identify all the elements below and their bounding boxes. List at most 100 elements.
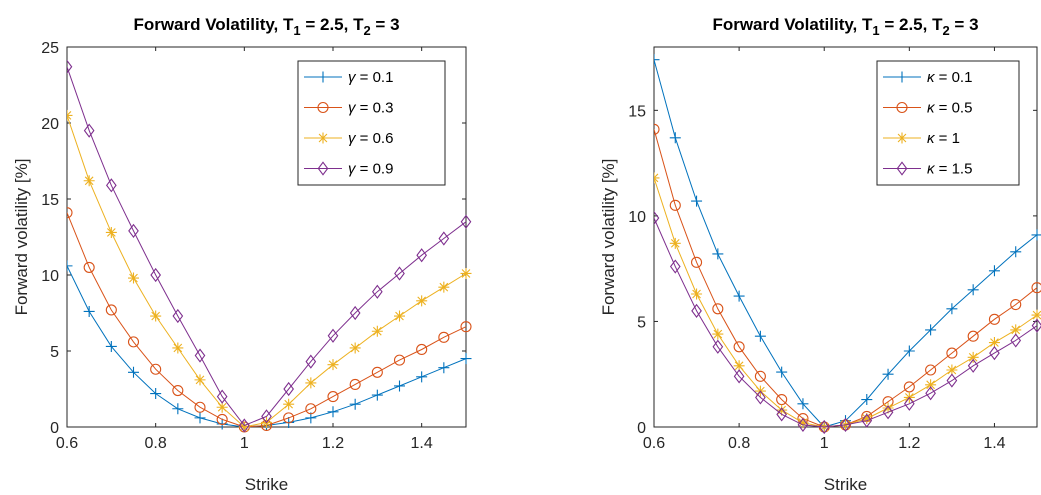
legend-label: κ = 1.5 <box>927 161 972 178</box>
data-point <box>861 394 873 406</box>
data-point <box>283 398 295 410</box>
data-point <box>460 267 472 279</box>
data-point <box>460 214 472 229</box>
data-point <box>460 321 472 333</box>
x-tick-label: 1 <box>820 435 829 452</box>
data-point <box>305 377 317 389</box>
data-point <box>925 324 937 336</box>
data-point <box>394 380 405 392</box>
data-point <box>416 295 428 307</box>
data-point <box>988 337 1000 349</box>
data-point <box>67 207 73 219</box>
data-point <box>988 313 1000 325</box>
data-point <box>925 379 937 391</box>
data-point <box>194 401 206 413</box>
title-title-sub2: 2 <box>363 23 370 38</box>
data-point <box>989 345 1000 361</box>
data-point <box>669 199 681 211</box>
y-tick-label: 10 <box>41 268 59 285</box>
data-point <box>349 342 361 354</box>
data-point <box>105 226 117 238</box>
data-point <box>172 342 184 354</box>
series-4 <box>654 210 1041 435</box>
data-point <box>83 261 95 273</box>
data-point <box>946 347 958 359</box>
data-point <box>967 330 979 342</box>
data-point <box>925 386 936 401</box>
data-point <box>438 331 450 343</box>
legend-value: = 0.3 <box>356 100 394 117</box>
series-line <box>67 66 467 427</box>
legend-label: γ = 0.6 <box>348 130 393 147</box>
legend-greek: κ <box>927 130 936 147</box>
legend-greek: γ <box>348 100 357 117</box>
chart-1: Forward Volatility, T1 = 2.5, T2 = 30.6 0… <box>12 15 472 494</box>
x-tick-label: 1.4 <box>983 435 1005 452</box>
data-point <box>438 362 450 374</box>
legend-value: = 0.1 <box>356 69 394 86</box>
data-point <box>150 267 162 283</box>
data-point <box>67 109 73 121</box>
data-point <box>1031 318 1041 333</box>
legend-item: κ = 0.1 <box>883 69 972 86</box>
data-point <box>903 381 915 393</box>
series-1 <box>67 260 472 433</box>
series-3 <box>654 172 1041 433</box>
data-point <box>238 421 250 433</box>
data-point <box>371 389 383 401</box>
series-line <box>654 217 1038 428</box>
data-point <box>128 272 139 284</box>
data-point <box>754 330 766 342</box>
data-point <box>967 351 979 363</box>
data-point <box>776 394 788 406</box>
y-tick-label: 20 <box>41 116 59 133</box>
legend-item: γ = 0.9 <box>304 161 393 178</box>
data-point <box>946 364 958 376</box>
legend-marker <box>896 71 908 83</box>
data-point <box>194 348 206 363</box>
data-point <box>394 266 405 281</box>
data-point <box>1031 282 1041 294</box>
data-point <box>172 308 184 324</box>
data-point <box>882 405 894 420</box>
legend-item: κ = 1.5 <box>883 161 972 178</box>
data-point <box>416 371 428 383</box>
y-tick-label: 5 <box>637 314 646 331</box>
title-title-sub2: 2 <box>942 23 949 38</box>
title-title-end: = 3 <box>371 15 400 34</box>
data-point <box>776 407 788 422</box>
y-axis-label: Forward volatility [%] <box>12 159 31 316</box>
data-point <box>194 412 206 424</box>
title-title: Forward Volatility, T <box>133 15 294 34</box>
data-point <box>1010 324 1022 336</box>
data-point <box>349 398 361 410</box>
data-point <box>861 413 873 425</box>
y-tick-label: 0 <box>637 420 646 437</box>
y-tick-label: 15 <box>41 192 59 209</box>
data-point <box>776 366 788 378</box>
data-point <box>394 310 405 322</box>
data-point <box>83 175 95 187</box>
data-point <box>67 260 73 272</box>
data-point <box>305 354 317 369</box>
data-point <box>1010 246 1022 258</box>
legend-marker <box>896 132 908 144</box>
legend-greek: κ <box>927 100 936 117</box>
data-point <box>755 390 766 405</box>
data-point <box>83 305 95 317</box>
data-point <box>194 374 206 386</box>
data-point <box>438 231 450 246</box>
data-point <box>393 354 406 366</box>
x-tick-label: 0.8 <box>728 435 750 452</box>
data-point <box>150 388 162 400</box>
data-point <box>925 364 937 376</box>
data-point <box>327 328 339 343</box>
y-tick-label: 10 <box>628 209 646 226</box>
data-point <box>67 59 73 74</box>
legend-item: κ = 0.5 <box>883 100 972 117</box>
data-point <box>733 290 745 302</box>
data-point <box>371 325 383 337</box>
data-point <box>1031 309 1041 321</box>
data-point <box>669 259 681 274</box>
